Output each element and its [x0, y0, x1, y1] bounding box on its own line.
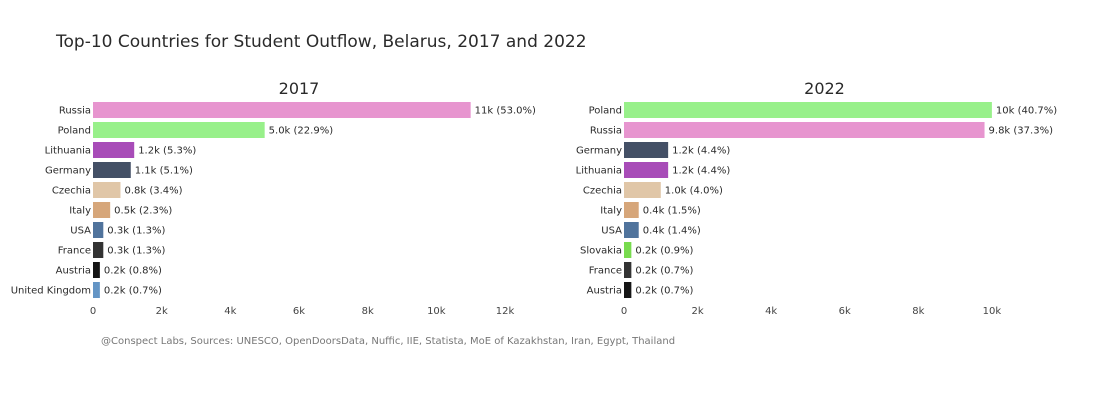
data-label: 0.5k (2.3%) — [114, 206, 172, 217]
data-label: 0.4k (1.5%) — [643, 206, 701, 217]
category-label: France — [589, 266, 622, 277]
x-tick-label: 12k — [496, 306, 515, 317]
bar-germany — [93, 162, 131, 178]
bar-czechia — [93, 182, 121, 198]
data-label: 0.8k (3.4%) — [124, 186, 182, 197]
bar-france — [624, 262, 632, 278]
bar-italy — [93, 202, 111, 218]
bar-austria — [93, 262, 100, 278]
category-label: USA — [601, 226, 622, 237]
category-label: Austria — [56, 266, 91, 277]
category-label: Russia — [59, 106, 91, 117]
bar-france — [93, 242, 104, 258]
x-tick-label: 0 — [90, 306, 96, 317]
bar-slovakia — [624, 242, 632, 258]
category-label: Lithuania — [576, 166, 622, 177]
bar-lithuania — [624, 162, 669, 178]
bar-russia — [93, 102, 471, 118]
x-tick-label: 2k — [691, 306, 703, 317]
data-label: 0.2k (0.8%) — [104, 266, 162, 277]
x-tick-label: 2k — [156, 306, 168, 317]
bar-italy — [624, 202, 639, 218]
category-label: United Kingdom — [11, 286, 91, 297]
category-label: Czechia — [52, 186, 91, 197]
category-label: Slovakia — [580, 246, 622, 257]
category-label: Austria — [587, 286, 622, 297]
data-label: 0.2k (0.7%) — [635, 266, 693, 277]
data-label: 0.4k (1.4%) — [643, 226, 701, 237]
x-tick-label: 10k — [427, 306, 446, 317]
category-label: USA — [70, 226, 91, 237]
data-label: 1.2k (4.4%) — [672, 146, 730, 157]
chart-panel-2017: 2017 Russia 11k (53.0%) Poland 5.0k (22.9%) L… — [11, 79, 536, 317]
category-label: Italy — [600, 206, 622, 217]
bar-russia — [624, 122, 985, 138]
x-tick-label: 4k — [765, 306, 777, 317]
bar-united-kingdom — [93, 282, 100, 298]
subplot-title: 2017 — [279, 79, 320, 98]
data-label: 5.0k (22.9%) — [269, 126, 334, 137]
bar-poland — [93, 122, 265, 138]
chart-panel-2022: 2022 Poland 10k (40.7%) Russia 9.8k (37.3%) G… — [576, 79, 1058, 317]
x-tick-label: 8k — [912, 306, 924, 317]
data-label: 0.2k (0.7%) — [635, 286, 693, 297]
x-tick-label: 10k — [983, 306, 1002, 317]
data-label: 11k (53.0%) — [475, 106, 536, 117]
category-label: Lithuania — [45, 146, 91, 157]
data-label: 0.3k (1.3%) — [107, 226, 165, 237]
data-label: 1.2k (4.4%) — [672, 166, 730, 177]
bar-czechia — [624, 182, 661, 198]
source-note: @Conspect Labs, Sources: UNESCO, OpenDoo… — [101, 336, 676, 347]
chart-title: Top-10 Countries for Student Outflow, Be… — [56, 32, 587, 52]
x-tick-label: 4k — [224, 306, 236, 317]
x-tick-label: 6k — [293, 306, 305, 317]
data-label: 1.0k (4.0%) — [665, 186, 723, 197]
data-label: 1.1k (5.1%) — [135, 166, 193, 177]
category-label: Germany — [576, 146, 622, 157]
bar-usa — [93, 222, 104, 238]
bar-austria — [624, 282, 632, 298]
category-label: Italy — [69, 206, 91, 217]
x-tick-label: 6k — [839, 306, 851, 317]
category-label: Poland — [589, 106, 622, 117]
bar-lithuania — [93, 142, 135, 158]
category-label: Czechia — [583, 186, 622, 197]
bar-usa — [624, 222, 639, 238]
data-label: 0.2k (0.9%) — [635, 246, 693, 257]
data-label: 1.2k (5.3%) — [138, 146, 196, 157]
category-label: France — [58, 246, 91, 257]
data-label: 0.3k (1.3%) — [107, 246, 165, 257]
data-label: 9.8k (37.3%) — [989, 126, 1054, 137]
category-label: Russia — [590, 126, 622, 137]
data-label: 0.2k (0.7%) — [104, 286, 162, 297]
data-label: 10k (40.7%) — [996, 106, 1057, 117]
bar-poland — [624, 102, 992, 118]
category-label: Germany — [45, 166, 91, 177]
bar-germany — [624, 142, 669, 158]
x-tick-label: 0 — [621, 306, 627, 317]
category-label: Poland — [58, 126, 91, 137]
x-tick-label: 8k — [362, 306, 374, 317]
subplot-title: 2022 — [804, 79, 845, 98]
